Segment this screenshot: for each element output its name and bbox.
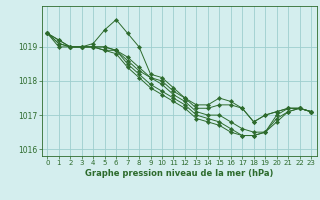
X-axis label: Graphe pression niveau de la mer (hPa): Graphe pression niveau de la mer (hPa) xyxy=(85,169,273,178)
